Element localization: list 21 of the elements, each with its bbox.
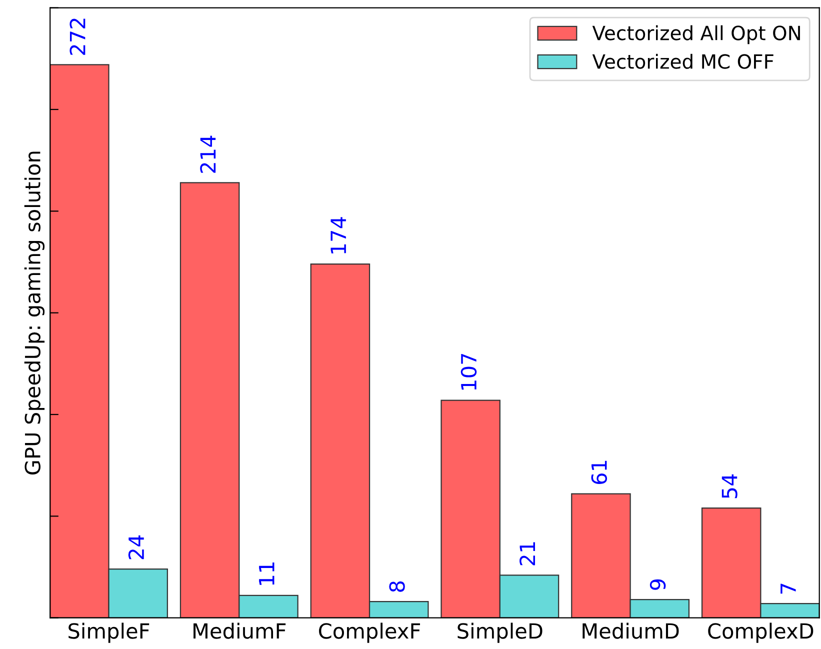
x-tick-label: SimpleD <box>458 622 542 643</box>
data-label: 24 <box>128 535 144 560</box>
data-label: 11 <box>259 562 274 585</box>
data-label: 7 <box>780 584 796 594</box>
data-label: 272 <box>70 18 86 55</box>
data-label: 9 <box>650 579 666 590</box>
data-label: 8 <box>389 581 405 592</box>
data-label: 107 <box>460 354 477 390</box>
x-tick-label: ComplexD <box>708 622 814 643</box>
y-axis-title: GPU SpeedUp: gaming solution <box>24 152 45 474</box>
data-label: 174 <box>330 217 346 254</box>
data-label: 61 <box>591 460 608 484</box>
x-tick-label: SimpleF <box>68 622 150 643</box>
x-tick-label: MediumD <box>582 622 679 639</box>
x-tick-label: ComplexF <box>319 622 420 643</box>
data-label: 21 <box>520 542 535 566</box>
legend-label: Vectorized All Opt ON <box>592 25 800 44</box>
data-label: 54 <box>722 474 738 498</box>
x-tick-label: MediumF <box>194 622 286 639</box>
legend-label: Vectorized MC OFF <box>592 54 774 69</box>
data-label: 214 <box>200 136 216 173</box>
